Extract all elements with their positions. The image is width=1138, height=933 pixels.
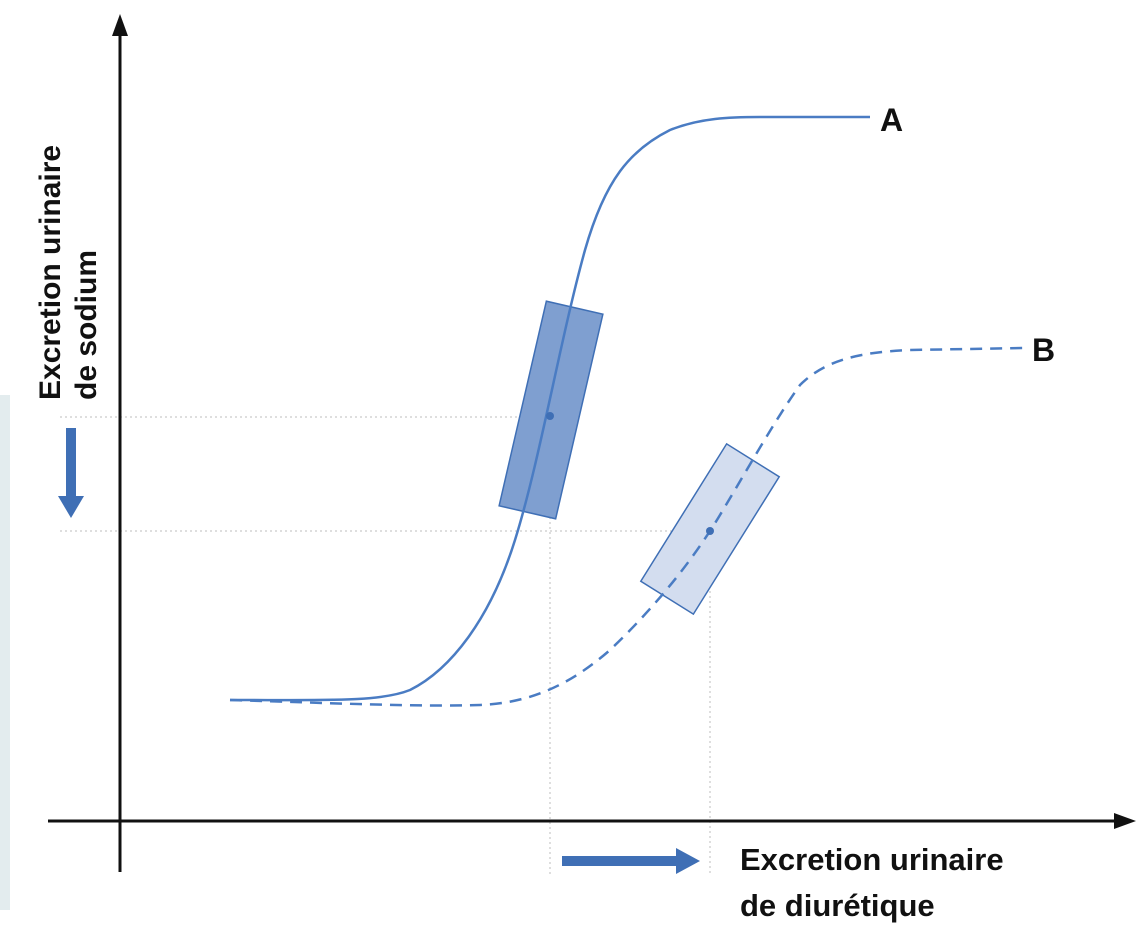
y-axis-label: Excretion urinaire de sodium <box>34 145 103 400</box>
left-edge-strip <box>0 395 10 910</box>
curve-b-label: B <box>1032 332 1055 368</box>
y-axis-arrowhead <box>112 14 128 36</box>
x-axis-label-line2: de diurétique <box>740 888 935 923</box>
curve-a <box>229 115 870 702</box>
right-arrow-icon <box>562 848 700 874</box>
guide-lines <box>60 416 711 875</box>
y-axis-label-line1: Excretion urinaire <box>34 145 67 400</box>
down-arrow-icon <box>58 428 84 518</box>
x-axis-label-line1: Excretion urinaire <box>740 842 1004 877</box>
curve-b <box>229 346 1026 707</box>
curve-a-label: A <box>880 102 903 138</box>
y-axis-label-line2: de sodium <box>70 250 103 400</box>
point-b <box>706 527 714 535</box>
x-axis-arrowhead <box>1114 813 1136 829</box>
point-a <box>546 412 554 420</box>
box-a <box>498 300 604 520</box>
